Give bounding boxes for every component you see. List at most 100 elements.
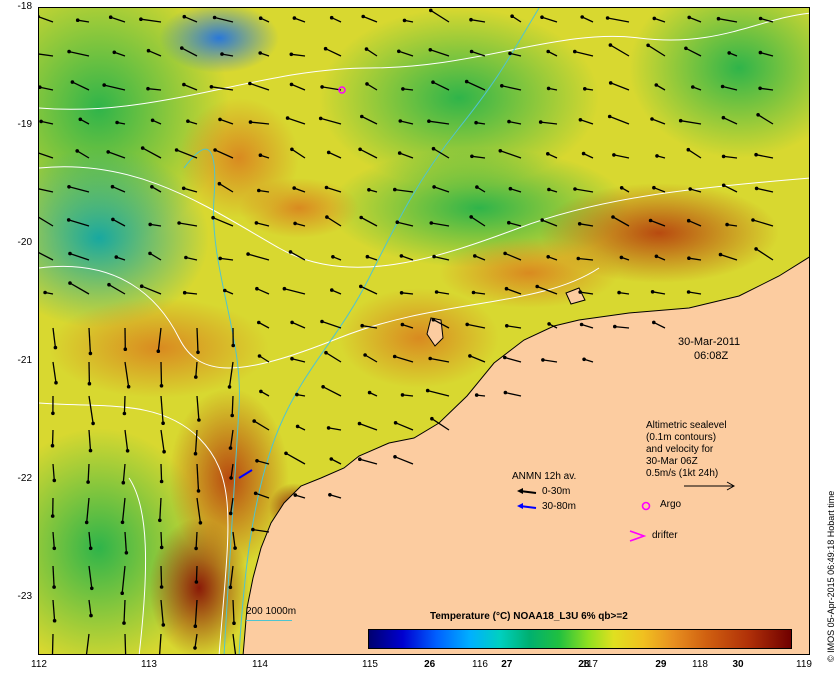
velocity-arrowhead: [218, 256, 222, 261]
velocity-arrowhead: [503, 251, 507, 256]
velocity-arrowhead: [546, 152, 550, 156]
velocity-arrowhead: [233, 546, 237, 550]
velocity-arrow: [541, 16, 558, 23]
velocity-arrowhead: [474, 393, 479, 397]
velocity-arrowhead: [721, 115, 726, 120]
velocity-arrowhead: [507, 220, 511, 225]
velocity-arrowhead: [605, 16, 610, 20]
velocity-arrow: [574, 50, 594, 57]
velocity-arrowhead: [114, 255, 119, 259]
velocity-arrow: [328, 151, 342, 159]
velocity-arrowhead: [257, 188, 261, 193]
sst-warm-patch: [439, 238, 619, 308]
velocity-arrowhead: [395, 220, 400, 224]
temperature-colorbar: [368, 629, 792, 649]
velocity-arrow: [471, 155, 486, 159]
velocity-arrow: [232, 633, 237, 654]
velocity-arrow: [230, 463, 234, 478]
velocity-arrow: [470, 216, 486, 227]
velocity-arrow: [401, 255, 414, 261]
velocity-arrowhead: [257, 354, 262, 358]
velocity-arrow: [291, 321, 306, 329]
velocity-arrow: [722, 85, 738, 91]
velocity-arrowhead: [399, 291, 404, 295]
velocity-arrow: [654, 17, 666, 23]
velocity-arrowhead: [84, 520, 89, 525]
velocity-arrowhead: [652, 16, 657, 21]
velocity-arrowhead: [611, 215, 615, 219]
velocity-arrow: [755, 154, 774, 159]
velocity-arrowhead: [758, 86, 762, 91]
velocity-arrowhead: [751, 218, 755, 222]
velocity-arrow: [473, 291, 486, 295]
velocity-arrow: [433, 148, 450, 159]
velocity-arrow: [360, 216, 378, 227]
sst-map: [38, 7, 810, 655]
velocity-arrowhead: [535, 284, 539, 289]
velocity-arrowhead: [720, 84, 725, 89]
velocity-arrowhead: [465, 322, 470, 327]
sst-cool-patch: [629, 8, 809, 158]
velocity-arrowhead: [464, 79, 469, 84]
velocity-arrow: [228, 361, 234, 387]
velocity-arrow: [110, 16, 126, 23]
velocity-arrow: [400, 120, 414, 125]
velocity-arrow: [436, 291, 450, 295]
velocity-arrow: [88, 599, 92, 616]
velocity-arrow: [178, 222, 198, 227]
anmn-deep-arrow-icon: [517, 503, 537, 509]
velocity-arrowhead: [505, 324, 509, 328]
velocity-arrow: [471, 50, 486, 57]
velocity-arrow: [362, 15, 378, 23]
velocity-arrow: [39, 53, 54, 57]
velocity-arrow: [359, 422, 378, 431]
velocity-arrow: [104, 84, 126, 91]
velocity-arrowhead: [52, 618, 57, 623]
velocity-arrow: [194, 599, 198, 627]
velocity-arrowhead: [432, 185, 436, 189]
velocity-arrowhead: [468, 354, 472, 358]
velocity-arrowhead: [727, 51, 731, 55]
velocity-arrow: [68, 219, 90, 227]
velocity-arrow: [52, 361, 57, 383]
velocity-arrow: [506, 288, 522, 295]
velocity-arrowhead: [608, 81, 613, 85]
velocity-arrowhead: [547, 322, 551, 326]
velocity-arrowhead: [325, 215, 329, 219]
velocity-arrowhead: [230, 413, 234, 418]
velocity-arrow: [88, 531, 92, 549]
velocity-arrow: [160, 361, 163, 386]
velocity-arrowhead: [89, 613, 93, 618]
velocity-arrowhead: [503, 390, 508, 395]
velocity-arrowhead: [139, 17, 143, 21]
velocity-arrow: [607, 17, 630, 23]
velocity-arrow: [509, 52, 522, 57]
velocity-arrowhead: [68, 251, 72, 256]
velocity-arrow: [219, 183, 234, 193]
velocity-arrowhead: [430, 416, 434, 421]
lon-label: 112: [31, 659, 47, 670]
velocity-arrow: [688, 257, 702, 261]
velocity-arrowhead: [123, 347, 128, 352]
velocity-arrowhead: [619, 186, 624, 190]
colorbar-tick: 27: [501, 659, 513, 670]
velocity-arrow: [685, 47, 702, 57]
velocity-arrowhead: [213, 148, 217, 152]
velocity-arrowhead: [508, 186, 513, 191]
velocity-arrow: [433, 255, 450, 261]
velocity-arrowhead: [231, 343, 235, 348]
velocity-arrow: [183, 83, 198, 91]
lon-label: 116: [472, 659, 488, 670]
lon-label: 118: [692, 659, 708, 670]
velocity-arrowhead: [68, 281, 72, 285]
velocity-arrow: [321, 86, 342, 91]
velocity-arrowhead: [434, 290, 439, 294]
velocity-arrow: [690, 188, 702, 193]
velocity-arrowhead: [393, 187, 397, 192]
velocity-arrow: [160, 395, 164, 424]
velocity-arrowhead: [288, 250, 293, 254]
velocity-arrowhead: [282, 286, 287, 291]
velocity-arrowhead: [508, 51, 512, 56]
velocity-arrowhead: [248, 81, 252, 86]
velocity-arrow: [474, 255, 486, 261]
